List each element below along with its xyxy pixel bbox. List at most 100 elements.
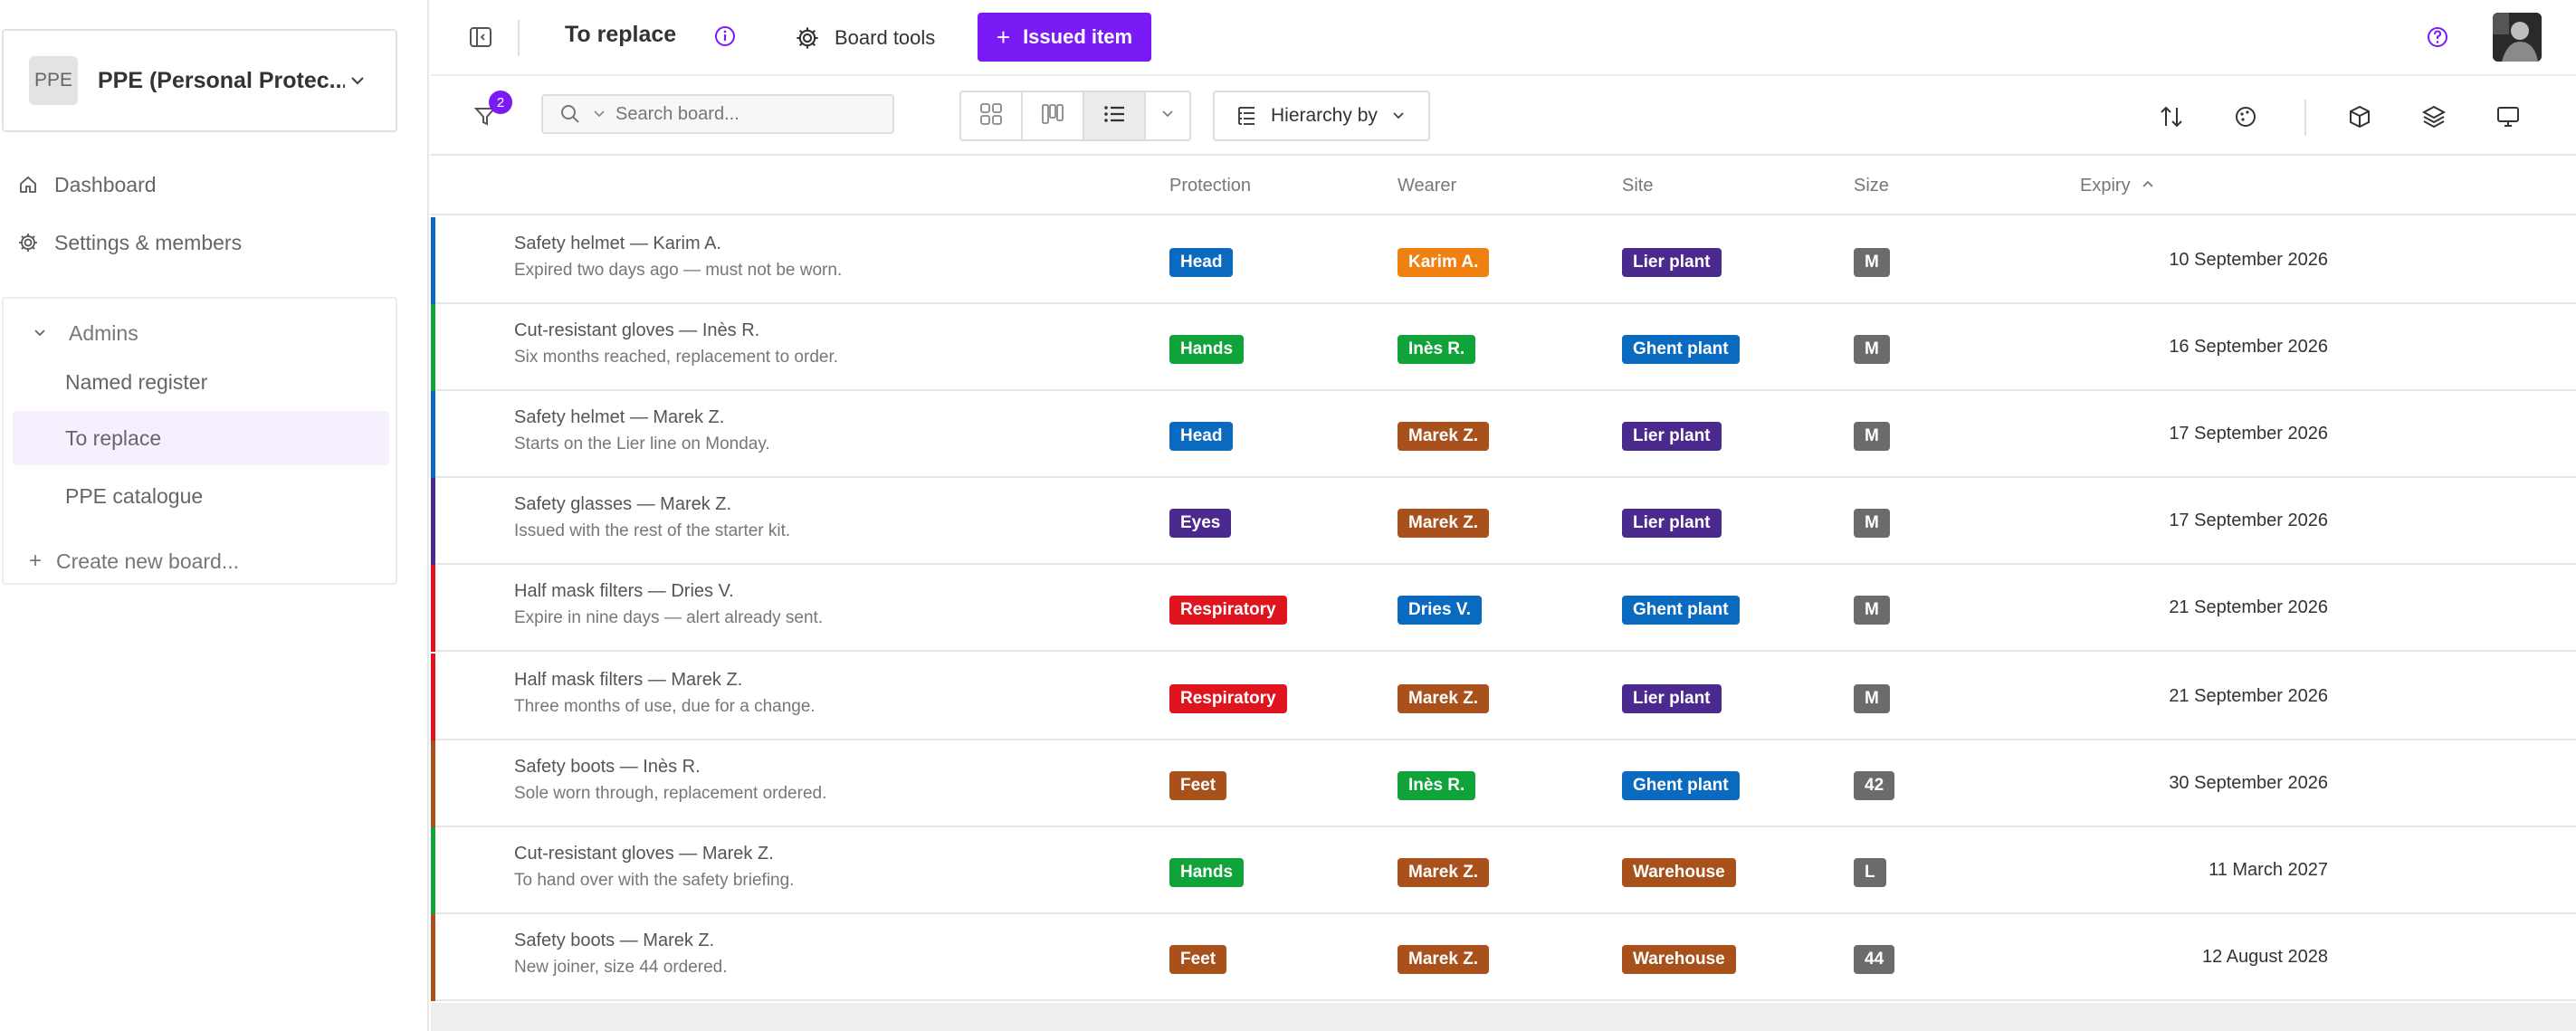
- board-group-admins[interactable]: Admins: [33, 315, 138, 351]
- site-tag[interactable]: Warehouse: [1622, 858, 1736, 887]
- expiry-date: 17 September 2026: [2169, 424, 2328, 444]
- site-tag[interactable]: Lier plant: [1622, 422, 1722, 451]
- board-item-to-replace[interactable]: To replace: [13, 411, 389, 465]
- hierarchy-button[interactable]: Hierarchy by: [1213, 91, 1430, 141]
- wearer-tag[interactable]: Marek Z.: [1398, 684, 1490, 713]
- issued-item-label: Issued item: [1023, 25, 1133, 48]
- column-size[interactable]: Size: [1854, 176, 1889, 196]
- size-tag[interactable]: M: [1854, 248, 1890, 277]
- size-tag[interactable]: M: [1854, 335, 1890, 364]
- wearer-tag[interactable]: Marek Z.: [1398, 945, 1490, 974]
- table-row[interactable]: Half mask filters — Dries V. Expire in n…: [431, 565, 2576, 652]
- wearer-tag[interactable]: Marek Z.: [1398, 422, 1490, 451]
- column-protection[interactable]: Protection: [1169, 176, 1252, 196]
- column-wearer[interactable]: Wearer: [1398, 176, 1457, 196]
- wearer-tag[interactable]: Marek Z.: [1398, 858, 1490, 887]
- help-icon[interactable]: [2426, 25, 2449, 49]
- workspace-name: PPE (Personal Protec...: [98, 67, 345, 93]
- layers-icon[interactable]: [2420, 103, 2447, 130]
- row-description: Sole worn through, replacement ordered.: [514, 784, 827, 803]
- sort-icon[interactable]: [2158, 103, 2185, 130]
- palette-icon[interactable]: [2232, 103, 2259, 130]
- cube-icon[interactable]: [2346, 103, 2373, 130]
- table-row[interactable]: Safety glasses — Marek Z. Issued with th…: [431, 478, 2576, 565]
- expiry-date: 17 September 2026: [2169, 511, 2328, 530]
- row-description: Starts on the Lier line on Monday.: [514, 434, 770, 453]
- protection-tag[interactable]: Head: [1169, 248, 1234, 277]
- protection-tag[interactable]: Respiratory: [1169, 684, 1287, 713]
- row-title: Safety boots — Inès R.: [514, 757, 701, 777]
- row-description: Six months reached, replacement to order…: [514, 348, 839, 367]
- row-color-bar: [431, 478, 435, 565]
- search-box[interactable]: [541, 94, 894, 134]
- nav-settings[interactable]: Settings & members: [16, 224, 242, 261]
- list-view-button[interactable]: [1084, 92, 1146, 139]
- table-row[interactable]: Safety helmet — Karim A. Expired two day…: [431, 217, 2576, 304]
- wearer-tag[interactable]: Inès R.: [1398, 771, 1476, 800]
- wearer-tag[interactable]: Marek Z.: [1398, 509, 1490, 538]
- size-tag[interactable]: L: [1854, 858, 1886, 887]
- table-header: Protection Wearer Site Size Expiry: [431, 158, 2576, 215]
- board-item-ppe-catalogue[interactable]: PPE catalogue: [65, 483, 204, 508]
- table-row[interactable]: Safety boots — Marek Z. New joiner, size…: [431, 914, 2576, 1001]
- issued-item-button[interactable]: + Issued item: [978, 13, 1151, 62]
- table-row[interactable]: Cut-resistant gloves — Inès R. Six month…: [431, 304, 2576, 391]
- row-description: Three months of use, due for a change.: [514, 697, 816, 716]
- protection-tag[interactable]: Feet: [1169, 945, 1227, 974]
- size-tag[interactable]: M: [1854, 509, 1890, 538]
- column-site[interactable]: Site: [1622, 176, 1654, 196]
- protection-tag[interactable]: Respiratory: [1169, 596, 1287, 625]
- collapse-sidebar-icon[interactable]: [469, 25, 492, 49]
- site-tag[interactable]: Warehouse: [1622, 945, 1736, 974]
- site-tag[interactable]: Lier plant: [1622, 509, 1722, 538]
- chevron-down-icon[interactable]: [592, 107, 606, 121]
- table-row[interactable]: Safety helmet — Marek Z. Starts on the L…: [431, 391, 2576, 478]
- expiry-date: 21 September 2026: [2169, 686, 2328, 706]
- row-description: Expire in nine days — alert already sent…: [514, 608, 824, 627]
- wearer-tag[interactable]: Dries V.: [1398, 596, 1483, 625]
- site-tag[interactable]: Lier plant: [1622, 684, 1722, 713]
- site-tag[interactable]: Lier plant: [1622, 248, 1722, 277]
- row-title: Cut-resistant gloves — Inès R.: [514, 320, 760, 340]
- protection-tag[interactable]: Head: [1169, 422, 1234, 451]
- monitor-icon[interactable]: [2495, 103, 2522, 130]
- expiry-date: 12 August 2028: [2201, 947, 2328, 967]
- create-board-button[interactable]: + Create new board...: [29, 543, 239, 579]
- nav-dashboard[interactable]: Dashboard: [16, 167, 157, 203]
- wearer-tag[interactable]: Karim A.: [1398, 248, 1490, 277]
- protection-tag[interactable]: Hands: [1169, 858, 1245, 887]
- protection-tag[interactable]: Feet: [1169, 771, 1227, 800]
- size-tag[interactable]: M: [1854, 422, 1890, 451]
- size-tag[interactable]: 42: [1854, 771, 1895, 800]
- info-icon[interactable]: [713, 24, 737, 48]
- site-tag[interactable]: Ghent plant: [1622, 596, 1740, 625]
- kanban-view-button[interactable]: [1023, 92, 1084, 139]
- view-more-button[interactable]: [1146, 92, 1189, 139]
- board-tools-button[interactable]: Board tools: [795, 20, 935, 56]
- expiry-date: 10 September 2026: [2169, 250, 2328, 270]
- search-input[interactable]: [615, 103, 887, 125]
- wearer-tag[interactable]: Inès R.: [1398, 335, 1476, 364]
- workspace-avatar: PPE: [29, 56, 78, 105]
- boards-panel: Admins Named register To replace PPE cat…: [2, 297, 397, 585]
- user-avatar[interactable]: [2493, 13, 2542, 62]
- size-tag[interactable]: M: [1854, 684, 1890, 713]
- workspace-switcher[interactable]: PPE PPE (Personal Protec...: [2, 29, 397, 132]
- row-title: Half mask filters — Dries V.: [514, 581, 734, 601]
- protection-tag[interactable]: Hands: [1169, 335, 1245, 364]
- grid-view-button[interactable]: [961, 92, 1023, 139]
- table-row[interactable]: Half mask filters — Marek Z. Three month…: [431, 654, 2576, 740]
- table-row[interactable]: Cut-resistant gloves — Marek Z. To hand …: [431, 827, 2576, 914]
- protection-tag[interactable]: Eyes: [1169, 509, 1232, 538]
- board-item-named-register[interactable]: Named register: [65, 369, 208, 394]
- column-expiry[interactable]: Expiry: [2080, 176, 2154, 196]
- site-tag[interactable]: Ghent plant: [1622, 335, 1740, 364]
- plus-icon: +: [996, 23, 1011, 51]
- divider: [518, 20, 520, 56]
- size-tag[interactable]: 44: [1854, 945, 1895, 974]
- site-tag[interactable]: Ghent plant: [1622, 771, 1740, 800]
- size-tag[interactable]: M: [1854, 596, 1890, 625]
- row-color-bar: [431, 217, 435, 304]
- table-row[interactable]: Safety boots — Inès R. Sole worn through…: [431, 740, 2576, 827]
- row-color-bar: [431, 654, 435, 740]
